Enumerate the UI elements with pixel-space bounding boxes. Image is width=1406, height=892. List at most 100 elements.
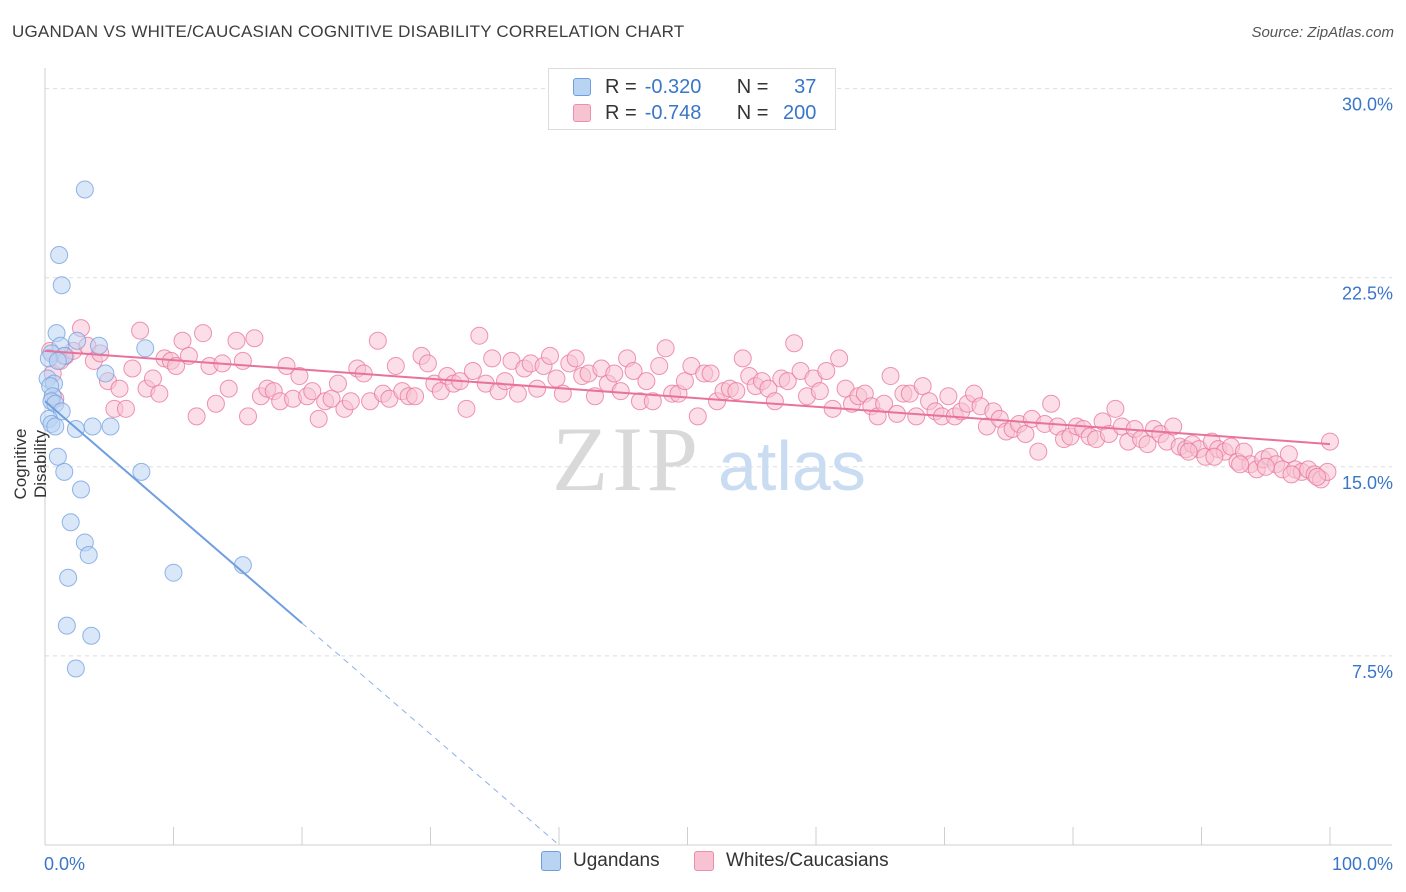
- data-point: [810, 382, 829, 401]
- data-point: [227, 331, 246, 350]
- data-point: [167, 356, 186, 375]
- data-point: [48, 351, 67, 370]
- trend-line-extension: [301, 622, 560, 846]
- data-point: [1308, 467, 1327, 486]
- data-point: [116, 399, 135, 418]
- data-point: [406, 387, 425, 406]
- legend-label-whites: Whites/Caucasians: [726, 850, 889, 871]
- data-point: [164, 563, 183, 582]
- correlation-legend: R = -0.320 N = 37 R = -0.748 N = 200: [548, 68, 836, 130]
- r-value: -0.748: [644, 101, 702, 124]
- data-point: [110, 379, 129, 398]
- data-point: [470, 326, 489, 345]
- data-point: [71, 480, 90, 499]
- r-label: R =: [605, 75, 637, 98]
- y-axis-label: Cognitive Disability: [11, 428, 50, 500]
- legend-row-ugandans: R = -0.320 N = 37: [573, 75, 816, 99]
- r-label: R =: [605, 101, 637, 124]
- legend-swatch-whites: [694, 851, 714, 871]
- data-point: [245, 329, 264, 348]
- legend-row-whites: R = -0.748 N = 200: [573, 101, 816, 125]
- data-point: [508, 384, 527, 403]
- data-point: [1231, 455, 1250, 474]
- legend-swatch-ugandans: [541, 851, 561, 871]
- chart-title: UGANDAN VS WHITE/CAUCASIAN COGNITIVE DIS…: [12, 22, 685, 41]
- data-point: [778, 372, 797, 391]
- data-point: [611, 382, 630, 401]
- data-point: [57, 616, 76, 635]
- data-point: [1106, 399, 1125, 418]
- data-point: [1016, 425, 1035, 444]
- data-point: [463, 361, 482, 380]
- data-point: [328, 374, 347, 393]
- data-point: [830, 349, 849, 368]
- data-point: [675, 372, 694, 391]
- series-whites-caucasians: [41, 319, 1339, 489]
- watermark: ZIP atlas: [552, 408, 866, 510]
- data-point: [643, 392, 662, 411]
- data-point: [83, 417, 102, 436]
- source-credit: Source: ZipAtlas.com: [1251, 24, 1394, 41]
- legend-swatch-whites: [573, 104, 591, 122]
- data-point: [309, 409, 328, 428]
- data-point: [206, 394, 225, 413]
- trend-line: [44, 400, 303, 624]
- data-point: [52, 276, 71, 295]
- data-point: [907, 407, 926, 426]
- r-value: -0.320: [644, 75, 702, 98]
- data-point: [61, 513, 80, 532]
- data-point: [66, 659, 85, 678]
- data-point: [547, 369, 566, 388]
- data-point: [528, 379, 547, 398]
- data-point: [96, 364, 115, 383]
- axes: [44, 68, 1392, 846]
- data-point: [688, 407, 707, 426]
- data-point: [650, 356, 669, 375]
- data-point: [1029, 442, 1048, 461]
- data-point: [541, 346, 560, 365]
- data-point: [881, 367, 900, 386]
- trend-line: [44, 349, 1331, 446]
- legend-item-ugandans: Ugandans: [541, 850, 660, 872]
- y-tick-label: 22.5%: [1342, 284, 1393, 304]
- watermark-zip: ZIP: [552, 408, 702, 510]
- data-point: [1205, 447, 1224, 466]
- data-point: [101, 417, 120, 436]
- data-point: [1282, 465, 1301, 484]
- watermark-atlas: atlas: [718, 427, 866, 505]
- data-point: [1138, 435, 1157, 454]
- legend-label-ugandans: Ugandans: [573, 850, 660, 871]
- data-point: [483, 349, 502, 368]
- data-point: [55, 462, 74, 481]
- y-tick-label: 30.0%: [1342, 95, 1393, 115]
- data-point: [82, 626, 101, 645]
- n-label: N =: [736, 101, 769, 124]
- x-tick-label: 0.0%: [44, 854, 85, 874]
- data-point: [656, 339, 675, 358]
- trend-lines: [44, 349, 1331, 846]
- data-point: [136, 339, 155, 358]
- data-point: [1042, 394, 1061, 413]
- y-tick-label: 15.0%: [1342, 473, 1393, 493]
- series-ugandans: [38, 180, 252, 678]
- data-point: [341, 392, 360, 411]
- tick-labels: 7.5% 15.0% 22.5% 30.0% 0.0% 100.0%: [44, 95, 1393, 874]
- data-point: [173, 331, 192, 350]
- data-point: [322, 389, 341, 408]
- data-point: [68, 331, 87, 350]
- data-point: [1256, 457, 1275, 476]
- data-point: [496, 372, 515, 391]
- grid-lines: [45, 88, 1392, 657]
- data-point: [290, 367, 309, 386]
- data-point: [701, 364, 720, 383]
- n-label: N =: [736, 75, 769, 98]
- data-point: [132, 462, 151, 481]
- data-point: [566, 349, 585, 368]
- data-point: [368, 331, 387, 350]
- data-point: [386, 356, 405, 375]
- data-point: [303, 382, 322, 401]
- data-point: [733, 349, 752, 368]
- data-point: [727, 382, 746, 401]
- n-value: 37: [794, 75, 817, 98]
- legend-item-whites: Whites/Caucasians: [694, 850, 889, 872]
